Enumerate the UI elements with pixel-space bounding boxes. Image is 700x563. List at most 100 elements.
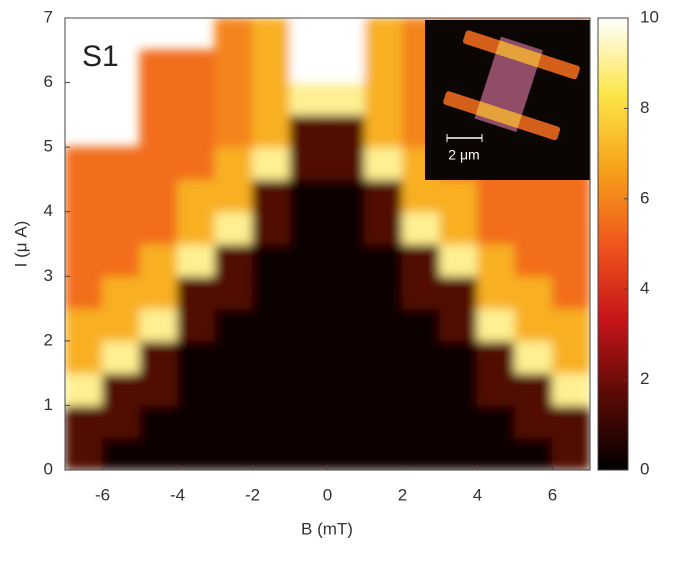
heat-cell: [289, 18, 328, 51]
heat-cell: [252, 114, 291, 148]
heat-cell: [177, 275, 216, 310]
heat-cell: [252, 437, 291, 470]
heat-cell: [477, 275, 516, 310]
heat-cell: [439, 340, 478, 374]
heat-cell: [552, 437, 590, 470]
heat-cell: [552, 308, 590, 342]
heat-cell: [177, 146, 216, 180]
heat-cell: [177, 340, 216, 374]
heat-cell: [252, 372, 291, 406]
heat-cell: [65, 211, 103, 245]
heat-cell: [65, 308, 103, 342]
colorbar-tick-label: 4: [640, 279, 649, 298]
heat-cell: [364, 18, 403, 51]
heat-cell: [477, 308, 516, 342]
heat-cell: [364, 146, 403, 180]
heat-cell: [402, 275, 441, 310]
heat-cell: [214, 340, 253, 374]
heat-cell: [552, 372, 590, 406]
heat-cell: [439, 243, 478, 277]
heat-cell: [289, 211, 328, 245]
x-tick-label: -6: [95, 485, 110, 504]
heat-cell: [402, 178, 441, 213]
heat-cell: [289, 372, 328, 406]
heat-cell: [139, 340, 178, 374]
heat-cell: [252, 18, 291, 51]
y-tick-label: 7: [44, 7, 53, 26]
heat-cell: [177, 49, 216, 84]
heat-cell: [214, 243, 253, 277]
heat-cell: [477, 243, 516, 277]
colorbar-tick-label: 8: [640, 98, 649, 117]
inset-sample: [443, 30, 580, 141]
heat-cell: [402, 437, 441, 470]
colorbar-tick-label: 2: [640, 369, 649, 388]
heat-cell: [364, 308, 403, 342]
heat-cell: [289, 404, 328, 439]
heat-cell: [364, 275, 403, 310]
y-axis-label: I (μ A): [11, 221, 30, 268]
heat-cell: [102, 404, 141, 439]
heat-cell: [327, 437, 366, 470]
heat-cell: [65, 243, 103, 277]
heat-cell: [252, 275, 291, 310]
heat-cell: [102, 178, 141, 213]
heat-cell: [364, 82, 403, 116]
heat-cell: [102, 146, 141, 180]
heat-cell: [139, 114, 178, 148]
heat-cell: [552, 340, 590, 374]
heat-cell: [514, 243, 553, 277]
heat-cell: [214, 146, 253, 180]
heat-cell: [514, 340, 553, 374]
heat-cell: [177, 372, 216, 406]
heat-cell: [289, 146, 328, 180]
y-tick-label: 2: [44, 330, 53, 349]
heat-cell: [364, 243, 403, 277]
heat-cell: [139, 82, 178, 116]
heat-cell: [289, 178, 328, 213]
heat-cell: [327, 275, 366, 310]
heat-cell: [65, 146, 103, 180]
heat-cell: [177, 437, 216, 470]
heat-cell: [327, 82, 366, 116]
colorbar-tick-label: 10: [640, 7, 659, 26]
heat-cell: [102, 308, 141, 342]
heat-cell: [439, 372, 478, 406]
heat-cell: [364, 178, 403, 213]
heat-cell: [214, 18, 253, 51]
heat-cell: [364, 404, 403, 439]
heat-cell: [327, 308, 366, 342]
heat-cell: [364, 114, 403, 148]
heat-cell: [289, 82, 328, 116]
heat-cell: [289, 243, 328, 277]
heat-cell: [214, 404, 253, 439]
heat-cell: [214, 178, 253, 213]
x-tick-label: -4: [170, 485, 185, 504]
heat-cell: [177, 82, 216, 116]
heat-cell: [214, 308, 253, 342]
heat-cell: [214, 82, 253, 116]
heat-cell: [139, 146, 178, 180]
heat-cell: [364, 49, 403, 84]
heat-cell: [514, 308, 553, 342]
heat-cell: [364, 340, 403, 374]
heat-cell: [102, 275, 141, 310]
heat-cell: [139, 49, 178, 84]
heat-cell: [252, 308, 291, 342]
heat-cell: [327, 114, 366, 148]
heat-cell: [102, 211, 141, 245]
heat-cell: [65, 437, 103, 470]
heat-cell: [402, 404, 441, 439]
x-tick-label: -2: [245, 485, 260, 504]
heat-cell: [289, 437, 328, 470]
heat-cell: [327, 49, 366, 84]
heat-cell: [65, 178, 103, 213]
heat-cell: [252, 49, 291, 84]
x-tick-label: 6: [548, 485, 557, 504]
heat-cell: [477, 372, 516, 406]
heat-cell: [102, 340, 141, 374]
heat-cell: [402, 308, 441, 342]
heat-cell: [102, 437, 141, 470]
heat-cell: [402, 372, 441, 406]
